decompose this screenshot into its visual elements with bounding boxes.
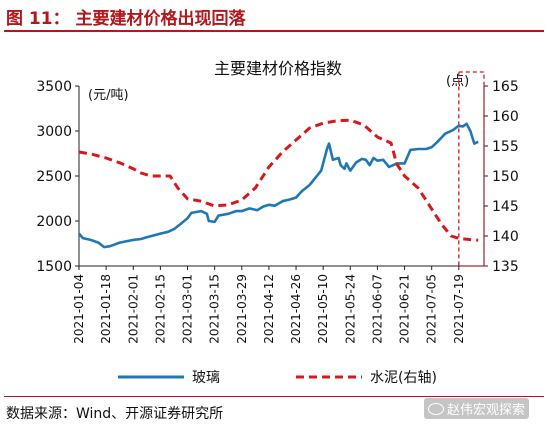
title-rule [4,30,544,32]
x-tick-label: 2021-07-19 [452,274,466,344]
x-tick-label: 2021-03-01 [181,274,195,344]
figure-label: 图 11： 主要建材价格出现回落 [6,9,246,29]
watermark: 赵伟宏观探索 [424,398,530,419]
right-tick-label: 165 [492,79,519,95]
left-tick-label: 2500 [36,169,72,185]
chart: 主要建材价格指数 (元/吨) (点) 150020002500300035001… [36,59,519,386]
x-tick-label: 2021-03-29 [235,274,249,344]
watermark-text: 赵伟宏观探索 [447,403,526,418]
x-tick-label: 2021-04-12 [262,274,276,344]
x-tick-label: 2021-02-15 [153,274,167,344]
legend-label: 水泥(右轴) [370,370,437,386]
right-tick-label: 160 [492,109,519,125]
right-tick-label: 135 [492,259,519,275]
x-tick-label: 2021-06-21 [398,274,412,344]
right-tick-label: 150 [492,169,519,185]
right-tick-label: 155 [492,139,519,155]
x-tick-label: 2021-01-04 [72,274,86,344]
bottom-rule [4,396,544,397]
x-tick-label: 2021-05-10 [316,274,330,344]
left-tick-label: 3000 [36,124,72,140]
left-tick-label: 1500 [36,259,72,275]
chat-bubble-icon [428,403,444,415]
left-tick-label: 3500 [36,79,72,95]
right-unit-label: (点) [446,74,469,89]
right-tick-label: 140 [492,229,519,245]
left-tick-label: 2000 [36,214,72,230]
x-tick-label: 2021-01-18 [99,274,113,344]
highlight-box [458,71,485,267]
x-tick-label: 2021-02-01 [126,274,140,344]
source-note: 数据来源：Wind、开源证券研究所 [6,406,224,422]
plot-area: 1500 2000 2500 3000 3500 135 140 145 150 155 160 16… [36,71,519,386]
chart-title: 主要建材价格指数 [214,59,342,78]
x-tick-label: 2021-04-26 [289,274,303,344]
left-unit-label: (元/吨) [88,88,129,103]
x-tick-label: 2021-07-05 [425,274,439,344]
x-tick-label: 2021-06-07 [370,274,384,344]
x-tick-label: 2021-05-24 [343,274,357,344]
x-tick-label: 2021-03-15 [208,274,222,344]
right-tick-label: 145 [492,199,519,215]
glass-series-line [78,122,479,249]
cement-series-line [78,118,479,242]
legend-label: 玻璃 [192,369,220,386]
